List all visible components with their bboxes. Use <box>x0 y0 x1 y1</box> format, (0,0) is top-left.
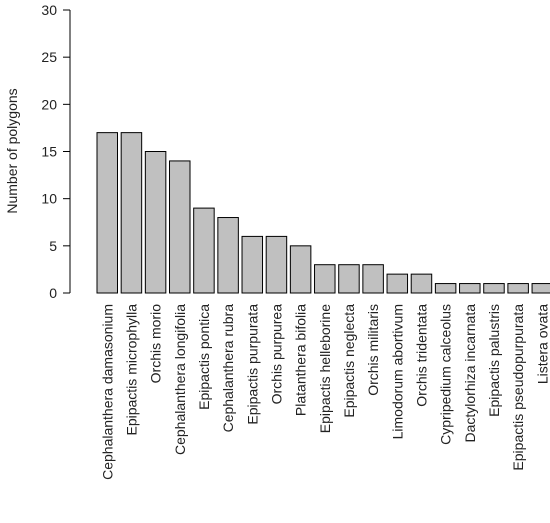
y-tick-label: 30 <box>41 2 57 18</box>
bar <box>169 160 191 294</box>
bar <box>338 264 360 294</box>
y-tick-label: 5 <box>49 238 57 254</box>
bar <box>265 235 288 294</box>
y-tick-label: 15 <box>41 144 57 160</box>
x-category-label: Cephalanthera damasonium <box>99 304 115 480</box>
x-category-label: Epipactis neglecta <box>341 304 357 418</box>
x-axis-labels: Cephalanthera damasonium Epipactis microp… <box>99 304 550 480</box>
x-category-label: Platanthera bifolia <box>293 304 309 416</box>
x-category-label: Orchis purpurea <box>268 304 284 405</box>
x-category-label: Cypripedium calceolus <box>438 304 454 445</box>
y-tick-label: 0 <box>49 285 57 301</box>
x-category-label: Epipactis pontica <box>196 304 212 410</box>
y-tick-label: 10 <box>41 191 57 207</box>
x-category-label: Cephalanthera rubra <box>220 304 236 433</box>
bar <box>459 283 481 294</box>
x-category-label: Epipactis palustris <box>486 304 502 417</box>
bar <box>314 264 336 294</box>
x-category-label: Limodorum abortivum <box>389 304 405 439</box>
y-axis: 0 5 10 15 20 25 30 <box>41 2 71 301</box>
bar <box>434 283 457 294</box>
bar <box>386 273 409 294</box>
bar <box>289 245 312 294</box>
y-tick-label: 25 <box>41 49 57 65</box>
bar <box>96 132 118 294</box>
x-category-label: Orchis militaris <box>365 304 381 396</box>
y-axis-title: Number of polygons <box>4 88 20 213</box>
bar <box>217 217 239 294</box>
bar <box>120 132 143 294</box>
x-category-label: Orchis morio <box>148 304 164 384</box>
x-category-label: Orchis tridentata <box>413 304 429 407</box>
bar <box>531 283 550 294</box>
x-category-label: Dactylorhiza incarnata <box>462 304 478 443</box>
bars <box>96 132 550 294</box>
y-tick-label: 20 <box>41 96 57 112</box>
bar <box>410 273 433 294</box>
bar <box>241 235 264 294</box>
bar <box>144 151 167 294</box>
x-category-label: Listera ovata <box>534 304 550 384</box>
bar <box>193 207 215 294</box>
bar <box>362 264 384 294</box>
x-category-label: Cephalanthera longifolia <box>172 304 188 455</box>
x-category-label: Epipactis purpurata <box>244 304 260 425</box>
bar <box>507 283 529 294</box>
x-category-label: Epipactis microphylla <box>123 304 139 436</box>
bar <box>483 283 505 294</box>
x-category-label: Epipactis pseudopurpurata <box>510 304 526 471</box>
x-category-label: Epipactis helleborine <box>317 304 333 433</box>
